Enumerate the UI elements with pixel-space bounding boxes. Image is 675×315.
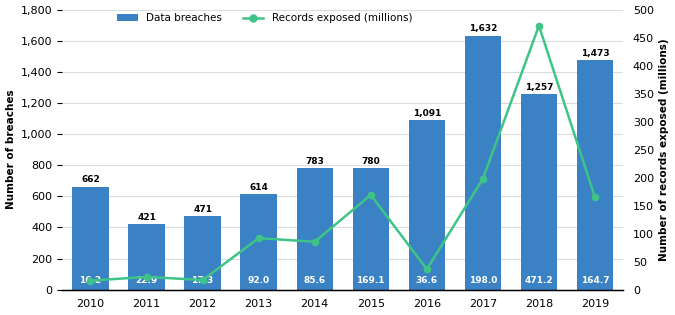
Text: 169.1: 169.1 — [356, 276, 385, 285]
Legend: Data breaches, Records exposed (millions): Data breaches, Records exposed (millions… — [113, 9, 416, 27]
Text: 164.7: 164.7 — [580, 276, 610, 285]
Bar — [72, 187, 109, 290]
Text: 421: 421 — [137, 213, 156, 222]
Text: 614: 614 — [249, 183, 268, 192]
Bar — [296, 168, 333, 290]
Text: 1,632: 1,632 — [468, 24, 497, 33]
Bar — [577, 60, 613, 290]
Text: 1,091: 1,091 — [412, 109, 441, 117]
Text: 783: 783 — [305, 157, 324, 165]
Text: 662: 662 — [81, 175, 100, 184]
Records exposed (millions) — [86, 279, 95, 283]
Records exposed (millions) — [310, 240, 319, 243]
Bar — [128, 224, 165, 290]
Records exposed (millions) — [198, 278, 207, 282]
Records exposed (millions) — [142, 275, 151, 279]
Text: 198.0: 198.0 — [468, 276, 497, 285]
Text: 1,473: 1,473 — [580, 49, 610, 58]
Bar — [352, 168, 389, 290]
Text: 36.6: 36.6 — [416, 276, 438, 285]
Text: 22.9: 22.9 — [136, 276, 158, 285]
Records exposed (millions) — [591, 196, 599, 199]
Line: Records exposed (millions): Records exposed (millions) — [87, 23, 598, 284]
Text: 92.0: 92.0 — [248, 276, 270, 285]
Records exposed (millions) — [423, 267, 431, 271]
Bar — [240, 194, 277, 290]
Text: 16.2: 16.2 — [80, 276, 101, 285]
Bar — [184, 216, 221, 290]
Text: 780: 780 — [361, 157, 380, 166]
Records exposed (millions) — [535, 24, 543, 28]
Records exposed (millions) — [367, 193, 375, 197]
Bar — [408, 120, 445, 290]
Records exposed (millions) — [479, 177, 487, 181]
Bar — [520, 94, 557, 290]
Text: 17.3: 17.3 — [192, 276, 214, 285]
Text: 471.2: 471.2 — [524, 276, 554, 285]
Records exposed (millions) — [254, 236, 263, 240]
Text: 471: 471 — [193, 205, 212, 214]
Text: 1,257: 1,257 — [524, 83, 554, 92]
Y-axis label: Number of breaches: Number of breaches — [5, 90, 16, 209]
Bar — [464, 36, 501, 290]
Text: 85.6: 85.6 — [304, 276, 326, 285]
Y-axis label: Number of records exposed (millions): Number of records exposed (millions) — [659, 38, 670, 261]
